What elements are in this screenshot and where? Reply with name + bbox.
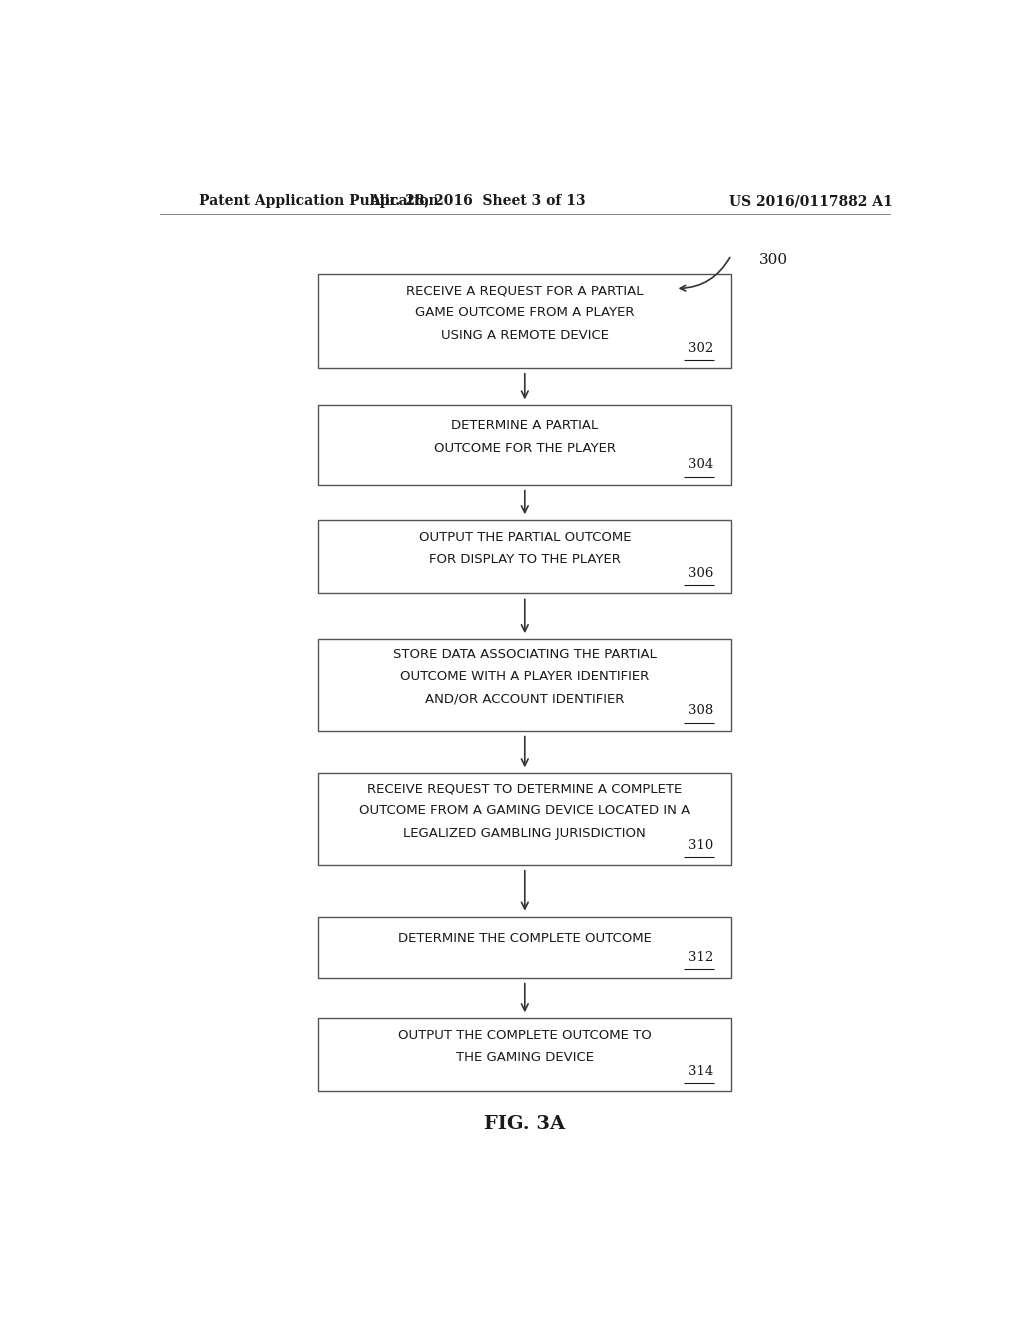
- FancyBboxPatch shape: [318, 639, 731, 731]
- Text: LEGALIZED GAMBLING JURISDICTION: LEGALIZED GAMBLING JURISDICTION: [403, 826, 646, 840]
- FancyBboxPatch shape: [318, 774, 731, 865]
- Text: GAME OUTCOME FROM A PLAYER: GAME OUTCOME FROM A PLAYER: [415, 306, 635, 319]
- Text: OUTCOME WITH A PLAYER IDENTIFIER: OUTCOME WITH A PLAYER IDENTIFIER: [400, 671, 649, 684]
- Text: RECEIVE REQUEST TO DETERMINE A COMPLETE: RECEIVE REQUEST TO DETERMINE A COMPLETE: [368, 781, 682, 795]
- Text: USING A REMOTE DEVICE: USING A REMOTE DEVICE: [440, 329, 609, 342]
- Text: FOR DISPLAY TO THE PLAYER: FOR DISPLAY TO THE PLAYER: [429, 553, 621, 566]
- Text: 308: 308: [688, 705, 714, 718]
- FancyBboxPatch shape: [318, 405, 731, 484]
- Text: DETERMINE THE COMPLETE OUTCOME: DETERMINE THE COMPLETE OUTCOME: [398, 932, 651, 945]
- Text: DETERMINE A PARTIAL: DETERMINE A PARTIAL: [452, 420, 598, 432]
- Text: Patent Application Publication: Patent Application Publication: [200, 194, 439, 209]
- Text: 314: 314: [688, 1065, 714, 1078]
- Text: OUTCOME FROM A GAMING DEVICE LOCATED IN A: OUTCOME FROM A GAMING DEVICE LOCATED IN …: [359, 804, 690, 817]
- Text: THE GAMING DEVICE: THE GAMING DEVICE: [456, 1052, 594, 1064]
- Text: 310: 310: [688, 838, 714, 851]
- Text: 312: 312: [688, 952, 714, 965]
- FancyBboxPatch shape: [318, 1018, 731, 1092]
- FancyBboxPatch shape: [318, 275, 731, 368]
- Text: 306: 306: [688, 568, 714, 581]
- Text: 304: 304: [688, 458, 714, 471]
- Text: FIG. 3A: FIG. 3A: [484, 1115, 565, 1133]
- Text: OUTPUT THE COMPLETE OUTCOME TO: OUTPUT THE COMPLETE OUTCOME TO: [398, 1030, 651, 1041]
- Text: AND/OR ACCOUNT IDENTIFIER: AND/OR ACCOUNT IDENTIFIER: [425, 693, 625, 706]
- Text: RECEIVE A REQUEST FOR A PARTIAL: RECEIVE A REQUEST FOR A PARTIAL: [407, 284, 643, 297]
- FancyBboxPatch shape: [318, 520, 731, 594]
- Text: OUTPUT THE PARTIAL OUTCOME: OUTPUT THE PARTIAL OUTCOME: [419, 531, 631, 544]
- Text: 302: 302: [688, 342, 714, 355]
- Text: US 2016/0117882 A1: US 2016/0117882 A1: [729, 194, 892, 209]
- FancyBboxPatch shape: [318, 916, 731, 978]
- Text: 300: 300: [759, 253, 788, 267]
- Text: OUTCOME FOR THE PLAYER: OUTCOME FOR THE PLAYER: [434, 442, 615, 454]
- Text: STORE DATA ASSOCIATING THE PARTIAL: STORE DATA ASSOCIATING THE PARTIAL: [393, 648, 656, 661]
- Text: Apr. 28, 2016  Sheet 3 of 13: Apr. 28, 2016 Sheet 3 of 13: [369, 194, 586, 209]
